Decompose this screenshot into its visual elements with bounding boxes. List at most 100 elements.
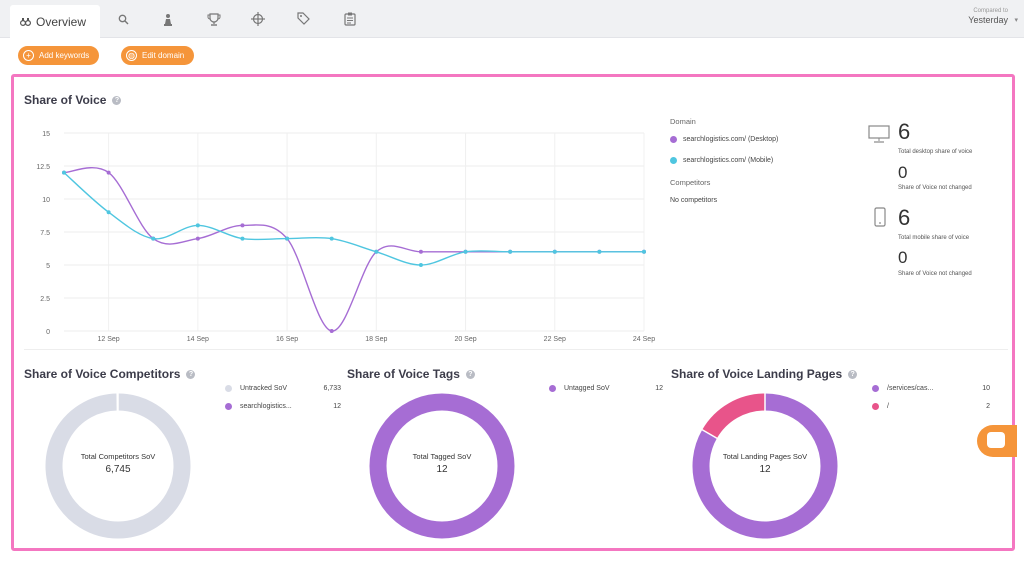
y-tick-label: 2.5 xyxy=(40,296,50,303)
legend-dot xyxy=(225,402,232,410)
legend-dot xyxy=(872,384,879,392)
chevron-down-icon: ▾ xyxy=(1014,17,1018,24)
data-point xyxy=(418,263,423,267)
x-tick-label: 18 Sep xyxy=(365,336,387,343)
competitors-center-value: 6,745 xyxy=(105,464,131,475)
desktop-sov-caption: Total desktop share of voice xyxy=(898,149,973,155)
data-point xyxy=(240,223,245,228)
help-icon[interactable]: ? xyxy=(465,369,475,379)
legend-item-mobile[interactable]: searchlogistics.com/ (Mobile) xyxy=(670,157,778,164)
chat-icon xyxy=(987,432,1005,448)
legend-item-desktop[interactable]: searchlogistics.com/ (Desktop) xyxy=(670,136,778,143)
chart-legend: Domain searchlogistics.com/ (Desktop) se… xyxy=(670,117,778,204)
help-icon[interactable]: ? xyxy=(112,95,122,105)
legend-dot xyxy=(872,402,879,410)
tab-overview[interactable]: Overview xyxy=(10,5,100,38)
help-icon[interactable]: ? xyxy=(848,369,858,379)
slice-separator xyxy=(700,428,719,440)
data-point xyxy=(62,170,66,175)
mobile-change-caption: Share of Voice not changed xyxy=(898,271,972,277)
legend-item[interactable]: /2 xyxy=(872,397,990,415)
mobile-sov-change: 0 xyxy=(898,248,908,267)
data-point xyxy=(285,236,290,241)
data-point xyxy=(463,249,468,254)
legend-item[interactable]: /services/cas... 10 xyxy=(872,379,990,397)
legend-dot xyxy=(549,384,556,392)
legend-item[interactable]: searchlogistics... 12 xyxy=(225,397,341,415)
trophy-icon[interactable] xyxy=(204,9,224,29)
data-point xyxy=(642,249,646,254)
legend-label: / xyxy=(887,402,889,410)
legend-label: /services/cas... xyxy=(887,384,934,392)
x-tick-label: 24 Sep xyxy=(633,336,655,343)
x-tick-label: 12 Sep xyxy=(98,336,120,343)
top-toolbar: Overview Compared to Yesterday ▾ xyxy=(0,0,1024,38)
data-point xyxy=(151,236,156,241)
y-tick-label: 15 xyxy=(42,131,50,138)
data-point xyxy=(552,249,557,254)
legend-domain-header: Domain xyxy=(670,117,696,126)
desktop-monitor-icon xyxy=(868,125,890,143)
no-competitors-text: No competitors xyxy=(670,197,718,204)
legend-value: 2 xyxy=(986,402,990,410)
y-tick-label: 0 xyxy=(46,329,50,336)
clipboard-icon[interactable] xyxy=(340,9,360,29)
y-tick-label: 12.5 xyxy=(36,164,50,171)
edit-domain-button[interactable]: ◍ Edit domain xyxy=(121,46,195,65)
landing-pages-center-label: Total Landing Pages SoV xyxy=(722,452,808,461)
add-keywords-button[interactable]: + Add keywords xyxy=(18,46,100,65)
data-point xyxy=(597,249,602,254)
x-tick-label: 20 Sep xyxy=(454,336,476,343)
data-point xyxy=(418,249,423,254)
mobile-phone-icon xyxy=(874,207,886,227)
data-point xyxy=(195,223,200,228)
competitors-title: Share of Voice Competitors ? xyxy=(24,367,196,381)
series-line-mobile xyxy=(63,172,644,266)
donut-slice xyxy=(692,393,838,539)
share-of-voice-title-text: Share of Voice xyxy=(24,93,107,107)
help-icon[interactable]: ? xyxy=(186,369,196,379)
chat-widget-button[interactable] xyxy=(977,425,1017,457)
legend-value: 12 xyxy=(333,402,341,410)
landing-pages-legend: /services/cas... 10 /2 xyxy=(872,379,990,415)
donut-slice xyxy=(45,393,191,539)
competitors-legend: Untracked SoV 6,733 searchlogistics... 12 xyxy=(225,379,341,415)
section-divider xyxy=(24,349,1008,350)
data-point xyxy=(508,249,513,254)
x-tick-label: 16 Sep xyxy=(276,336,298,343)
tags-legend: Untagged SoV 12 xyxy=(549,379,663,397)
compared-to-label: Compared to xyxy=(973,8,1008,14)
data-point xyxy=(106,210,111,215)
data-point xyxy=(329,236,334,241)
tags-donut-chart xyxy=(369,393,515,539)
landing-pages-title: Share of Voice Landing Pages ? xyxy=(671,367,858,381)
desktop-sov-value: 6 xyxy=(898,119,911,144)
chess-pawn-icon[interactable] xyxy=(158,9,178,29)
crosshair-icon[interactable] xyxy=(248,9,268,29)
search-icon[interactable] xyxy=(113,9,133,29)
data-point xyxy=(240,236,245,241)
tab-overview-label: Overview xyxy=(36,14,87,29)
competitors-center-label: Total Competitors SoV xyxy=(80,452,156,461)
competitors-title-text: Share of Voice Competitors xyxy=(24,367,181,381)
legend-label: Untracked SoV xyxy=(240,384,288,392)
competitors-donut-center: Total Competitors SoV 6,745 xyxy=(45,452,191,475)
legend-item[interactable]: Untagged SoV 12 xyxy=(549,379,663,397)
legend-dot xyxy=(670,136,677,143)
share-of-voice-title: Share of Voice ? xyxy=(24,93,122,107)
legend-item[interactable]: Untracked SoV 6,733 xyxy=(225,379,341,397)
legend-label: searchlogistics.com/ (Mobile) xyxy=(683,157,774,164)
competitors-donut-chart xyxy=(45,393,191,539)
landing-pages-title-text: Share of Voice Landing Pages xyxy=(671,367,843,381)
y-tick-label: 10 xyxy=(42,197,50,204)
mobile-sov-caption: Total mobile share of voice xyxy=(898,235,970,241)
legend-value: 12 xyxy=(655,384,663,392)
edit-domain-label: Edit domain xyxy=(142,51,185,60)
mobile-sov-value: 6 xyxy=(898,205,911,230)
tags-donut-center: Total Tagged SoV 12 xyxy=(369,452,515,475)
globe-edit-icon: ◍ xyxy=(126,50,137,61)
compared-to-select[interactable]: Compared to Yesterday ▾ xyxy=(968,8,1018,25)
legend-dot xyxy=(670,157,677,164)
tags-icon[interactable] xyxy=(294,9,314,29)
